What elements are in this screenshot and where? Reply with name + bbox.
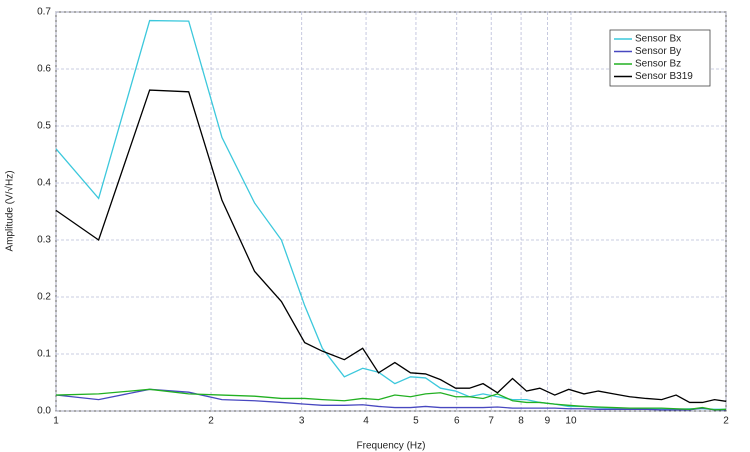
legend-label: Sensor B319 [635, 71, 693, 82]
x-tick-label: 4 [363, 416, 369, 427]
y-tick-label: 0.3 [37, 235, 51, 246]
y-tick-label: 0.0 [37, 406, 51, 417]
x-tick-label: 10 [565, 416, 577, 427]
series-line [55, 388, 726, 411]
x-tick-label: 3 [299, 416, 305, 427]
y-axis-label: Amplitude (V/√Hz) [4, 170, 16, 251]
legend-label: Sensor By [635, 46, 681, 57]
y-tick-label: 0.1 [37, 349, 51, 360]
x-tick-label: 8 [518, 416, 524, 427]
x-tick-label: 7 [488, 416, 494, 427]
x-tick-label: 9 [545, 416, 551, 427]
x-axis-label: Frequency (Hz) [357, 441, 426, 452]
x-tick-label: 5 [413, 416, 419, 427]
y-tick-label: 0.6 [37, 64, 51, 75]
y-tick-label: 0.2 [37, 292, 51, 303]
x-tick-label: 6 [454, 416, 460, 427]
legend-label: Sensor Bx [635, 34, 681, 45]
legend-label: Sensor Bz [635, 59, 681, 70]
y-tick-label: 0.7 [37, 7, 51, 18]
y-tick-label: 0.4 [37, 178, 51, 189]
y-tick-label: 0.5 [37, 121, 51, 132]
x-tick-label: 2 [723, 416, 729, 427]
x-tick-label: 2 [208, 416, 214, 427]
series-line [55, 388, 727, 411]
x-tick-label: 1 [53, 416, 59, 427]
series-line [55, 89, 727, 404]
